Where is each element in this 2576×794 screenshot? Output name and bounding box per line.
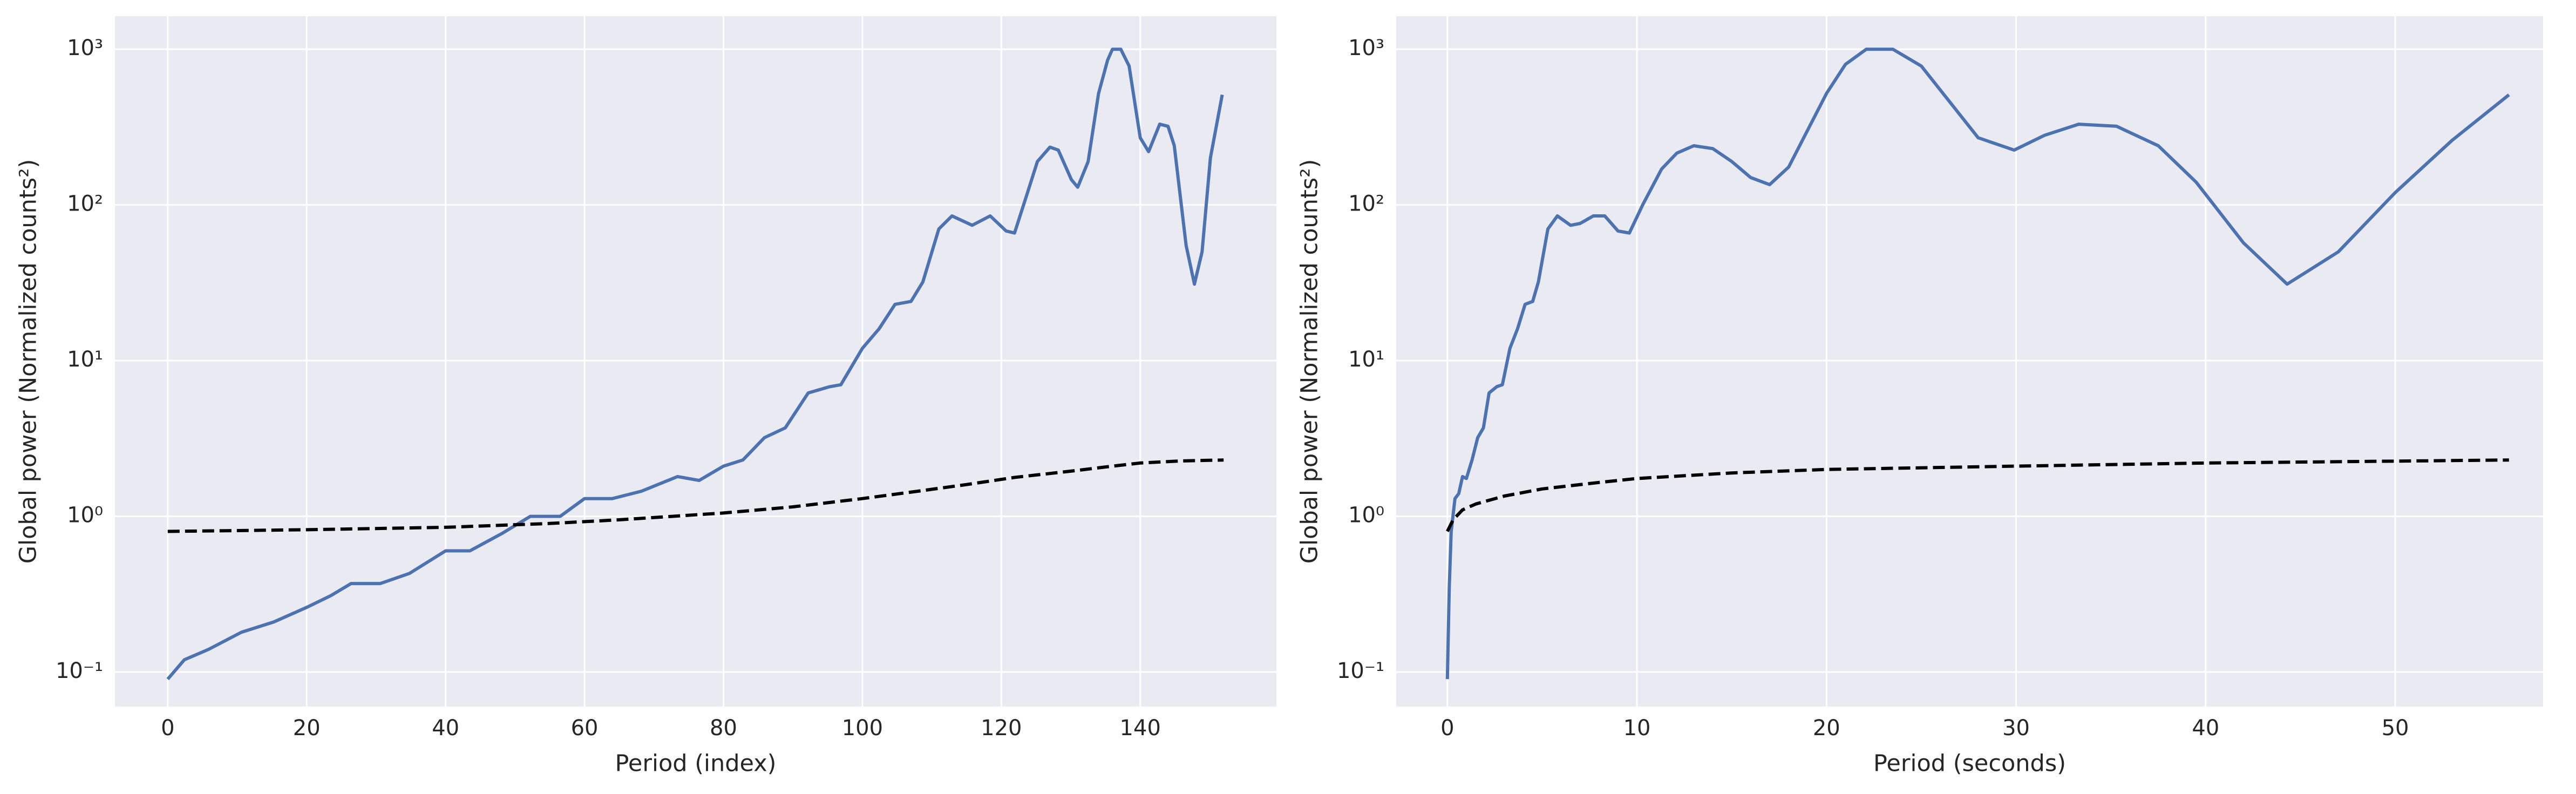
data-line (1446, 458, 2509, 532)
x-tick-label: 40 (2192, 716, 2219, 741)
x-tick-label: 0 (1440, 716, 1454, 741)
x-tick-label: 10 (1623, 716, 1651, 741)
x-tick-label: 40 (432, 716, 459, 741)
y-tick-label: 10⁰ (67, 503, 103, 528)
subplot: 0 10 20 30 40 50 10⁻¹ 10⁰ 10¹ 10² 10³ Period (secon… (1296, 16, 2543, 777)
data-line (167, 458, 1224, 533)
x-axis-label: Period (index) (615, 750, 777, 777)
y-axis-label: Global power (Normalized counts²) (15, 159, 42, 564)
x-tick-label: 140 (1120, 716, 1161, 741)
subplot: 0 20 40 60 80 100 120 140 10⁻¹ 10⁰ 10¹ 10² 10³ Period… (15, 16, 1276, 777)
y-tick-label: 10³ (67, 36, 103, 60)
x-tick-label: 20 (1813, 716, 1840, 741)
y-tick-label: 10³ (1348, 36, 1384, 60)
y-tick-label: 10¹ (1348, 347, 1384, 372)
y-tick-label: 10¹ (67, 347, 103, 372)
y-tick-label: 10² (1348, 192, 1384, 216)
y-axis-label: Global power (Normalized counts²) (1296, 159, 1323, 564)
x-tick-label: 80 (710, 716, 737, 741)
x-tick-label: 100 (842, 716, 883, 741)
x-axis-label: Period (seconds) (1873, 750, 2066, 777)
x-tick-label: 30 (2002, 716, 2030, 741)
y-tick-label: 10⁰ (1348, 503, 1384, 528)
x-tick-label: 20 (293, 716, 321, 741)
x-tick-label: 0 (161, 716, 174, 741)
x-tick-label: 60 (571, 716, 599, 741)
x-tick-label: 120 (981, 716, 1022, 741)
y-tick-label: 10² (67, 192, 103, 216)
y-tick-label: 10⁻¹ (56, 659, 103, 683)
y-tick-label: 10⁻¹ (1337, 659, 1384, 683)
data-line (1445, 47, 2510, 680)
data-line (166, 47, 1224, 681)
x-tick-label: 50 (2382, 716, 2409, 741)
